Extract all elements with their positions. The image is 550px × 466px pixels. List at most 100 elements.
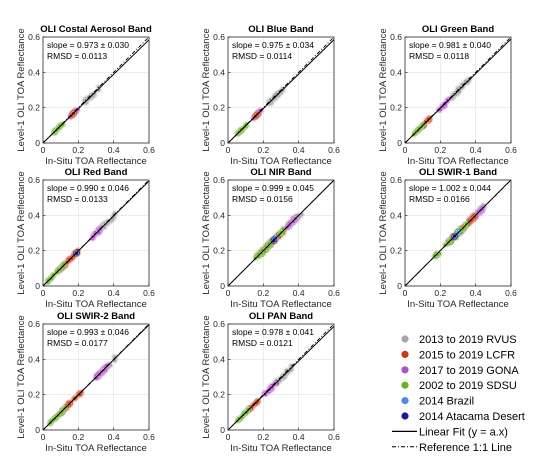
data-point-sdsu [256,251,261,257]
chart-title: OLI Green Band [422,24,495,35]
data-point-sdsu [464,221,469,226]
chart-title: OLI PAN Band [249,311,313,322]
x-axis-label: In-Situ TOA Reflectance [230,156,332,167]
legend-marker [401,366,409,374]
y-tick-label: 0 [397,281,402,291]
chart-panel-4: 00 0.2 0.2 0.4 0.4 0.6 0.6 OLI Red Band In-Situ … [16,167,155,310]
x-tick-label: 0.4 [293,432,305,442]
y-tick-label: 0.4 [213,67,225,77]
data-point-lcfr [472,214,478,220]
x-tick-label: 0.4 [470,288,482,298]
x-tick-label: 0 [403,145,408,155]
fit-line [43,180,149,286]
data-point-sdsu [60,122,65,127]
chart-title: OLI SWIR-2 Band [57,311,135,322]
y-axis-label: Level-1 OLI TOA Reflectance [201,28,212,151]
annotation-text: RMSD = 0.0118 [409,51,469,61]
legend-item-lcfr: 2015 to 2019 LCFR [401,349,515,361]
y-tick-label: 0.6 [213,319,225,329]
legend-label: 2014 Brazil [419,396,474,408]
y-tick-label: 0.4 [390,67,402,77]
annotation-text: RMSD = 0.0114 [232,51,292,61]
legend-marker [401,350,409,358]
x-tick-label: 0.4 [108,145,120,155]
y-tick-label: 0.2 [390,246,402,256]
x-axis-label: In-Situ TOA Reflectance [230,299,332,310]
x-tick-label: 0.4 [293,145,305,155]
x-axis-label: In-Situ TOA Reflectance [45,443,147,454]
annotation-text: slope = 0.975 ± 0.034 [232,40,314,50]
data-point-sdsu [49,276,54,282]
axes-frame [227,36,335,144]
fit-line [43,39,149,143]
x-tick-label: 0.2 [257,288,269,298]
y-tick-label: 0 [220,138,225,148]
x-axis-label: In-Situ TOA Reflectance [45,299,147,310]
data-point-sdsu [56,413,61,418]
chart-panel-8: 00 0.2 0.2 0.4 0.4 0.6 0.6 OLI PAN Band In-Situ … [201,311,340,454]
x-tick-label: 0 [403,288,408,298]
y-tick-label: 0.4 [213,210,225,220]
y-tick-label: 0.6 [28,32,40,42]
data-point-lcfr [469,218,474,223]
legend-item-atacama: 2014 Atacama Desert [401,411,525,423]
x-axis-label: In-Situ TOA Reflectance [45,156,147,167]
y-tick-label: 0 [35,425,40,435]
annotation-text: slope = 0.981 ± 0.040 [409,40,491,50]
chart-panel-6: 00 0.2 0.2 0.4 0.4 0.6 0.6 OLI SWIR-1 Band In-Si… [378,167,517,310]
annotation-text: RMSD = 0.0166 [409,194,470,204]
x-tick-label: 0.4 [470,145,482,155]
legend-item-rvus: 2013 to 2019 RVUS [401,334,517,346]
legend-label: 2013 to 2019 RVUS [419,334,517,346]
x-tick-label: 0.2 [434,145,446,155]
legend-item-sdsu: 2002 to 2019 SDSU [401,380,517,392]
y-axis-label: Level-1 OLI TOA Reflectance [201,171,212,294]
data-point-gona [285,224,290,230]
y-tick-label: 0.2 [28,103,40,113]
fit-line [43,324,149,430]
axes-frame [227,179,335,287]
x-tick-label: 0 [226,145,231,155]
x-tick-label: 0.6 [143,432,155,442]
y-tick-label: 0.6 [213,175,225,185]
legend-marker [401,381,409,389]
chart-panel-3: 00 0.2 0.2 0.4 0.4 0.6 0.6 OLI Green Band In-Sit… [378,24,517,167]
y-tick-label: 0.4 [28,210,40,220]
x-tick-label: 0 [41,432,46,442]
annotation-text: slope = 0.978 ± 0.041 [232,327,314,337]
x-tick-label: 0.4 [108,288,120,298]
y-tick-label: 0 [220,425,225,435]
axes-frame [404,36,512,144]
legend-label: 2015 to 2019 LCFR [419,349,515,361]
y-axis-label: Level-1 OLI TOA Reflectance [201,315,212,438]
y-tick-label: 0.2 [28,246,40,256]
x-tick-label: 0 [226,432,231,442]
annotation-text: RMSD = 0.0121 [232,338,293,348]
y-tick-label: 0.4 [213,354,225,364]
y-axis-label: Level-1 OLI TOA Reflectance [378,28,389,151]
x-tick-label: 0.6 [505,288,517,298]
axes-frame [227,323,335,431]
axes-frame [42,179,150,287]
legend-marker [401,412,409,420]
annotation-text: RMSD = 0.0113 [47,51,107,61]
x-tick-label: 0.2 [72,145,84,155]
legend-label: 2002 to 2019 SDSU [419,380,517,392]
legend: 2013 to 2019 RVUS 2015 to 2019 LCFR 2017 t… [392,334,525,454]
y-tick-label: 0.2 [28,390,40,400]
legend-marker [401,397,409,405]
y-tick-label: 0.2 [213,390,225,400]
x-tick-label: 0.6 [328,288,340,298]
y-tick-label: 0.4 [390,210,402,220]
x-tick-label: 0.2 [72,288,84,298]
axes-frame [404,179,512,287]
y-tick-label: 0 [35,138,40,148]
data-point-lcfr [426,116,431,122]
annotation-text: slope = 1.002 ± 0.044 [409,183,491,193]
legend-label: Reference 1:1 Line [419,442,512,454]
annotation-text: slope = 0.990 ± 0.046 [47,183,129,193]
x-axis-label: In-Situ TOA Reflectance [407,156,509,167]
data-point-gona [101,368,106,373]
